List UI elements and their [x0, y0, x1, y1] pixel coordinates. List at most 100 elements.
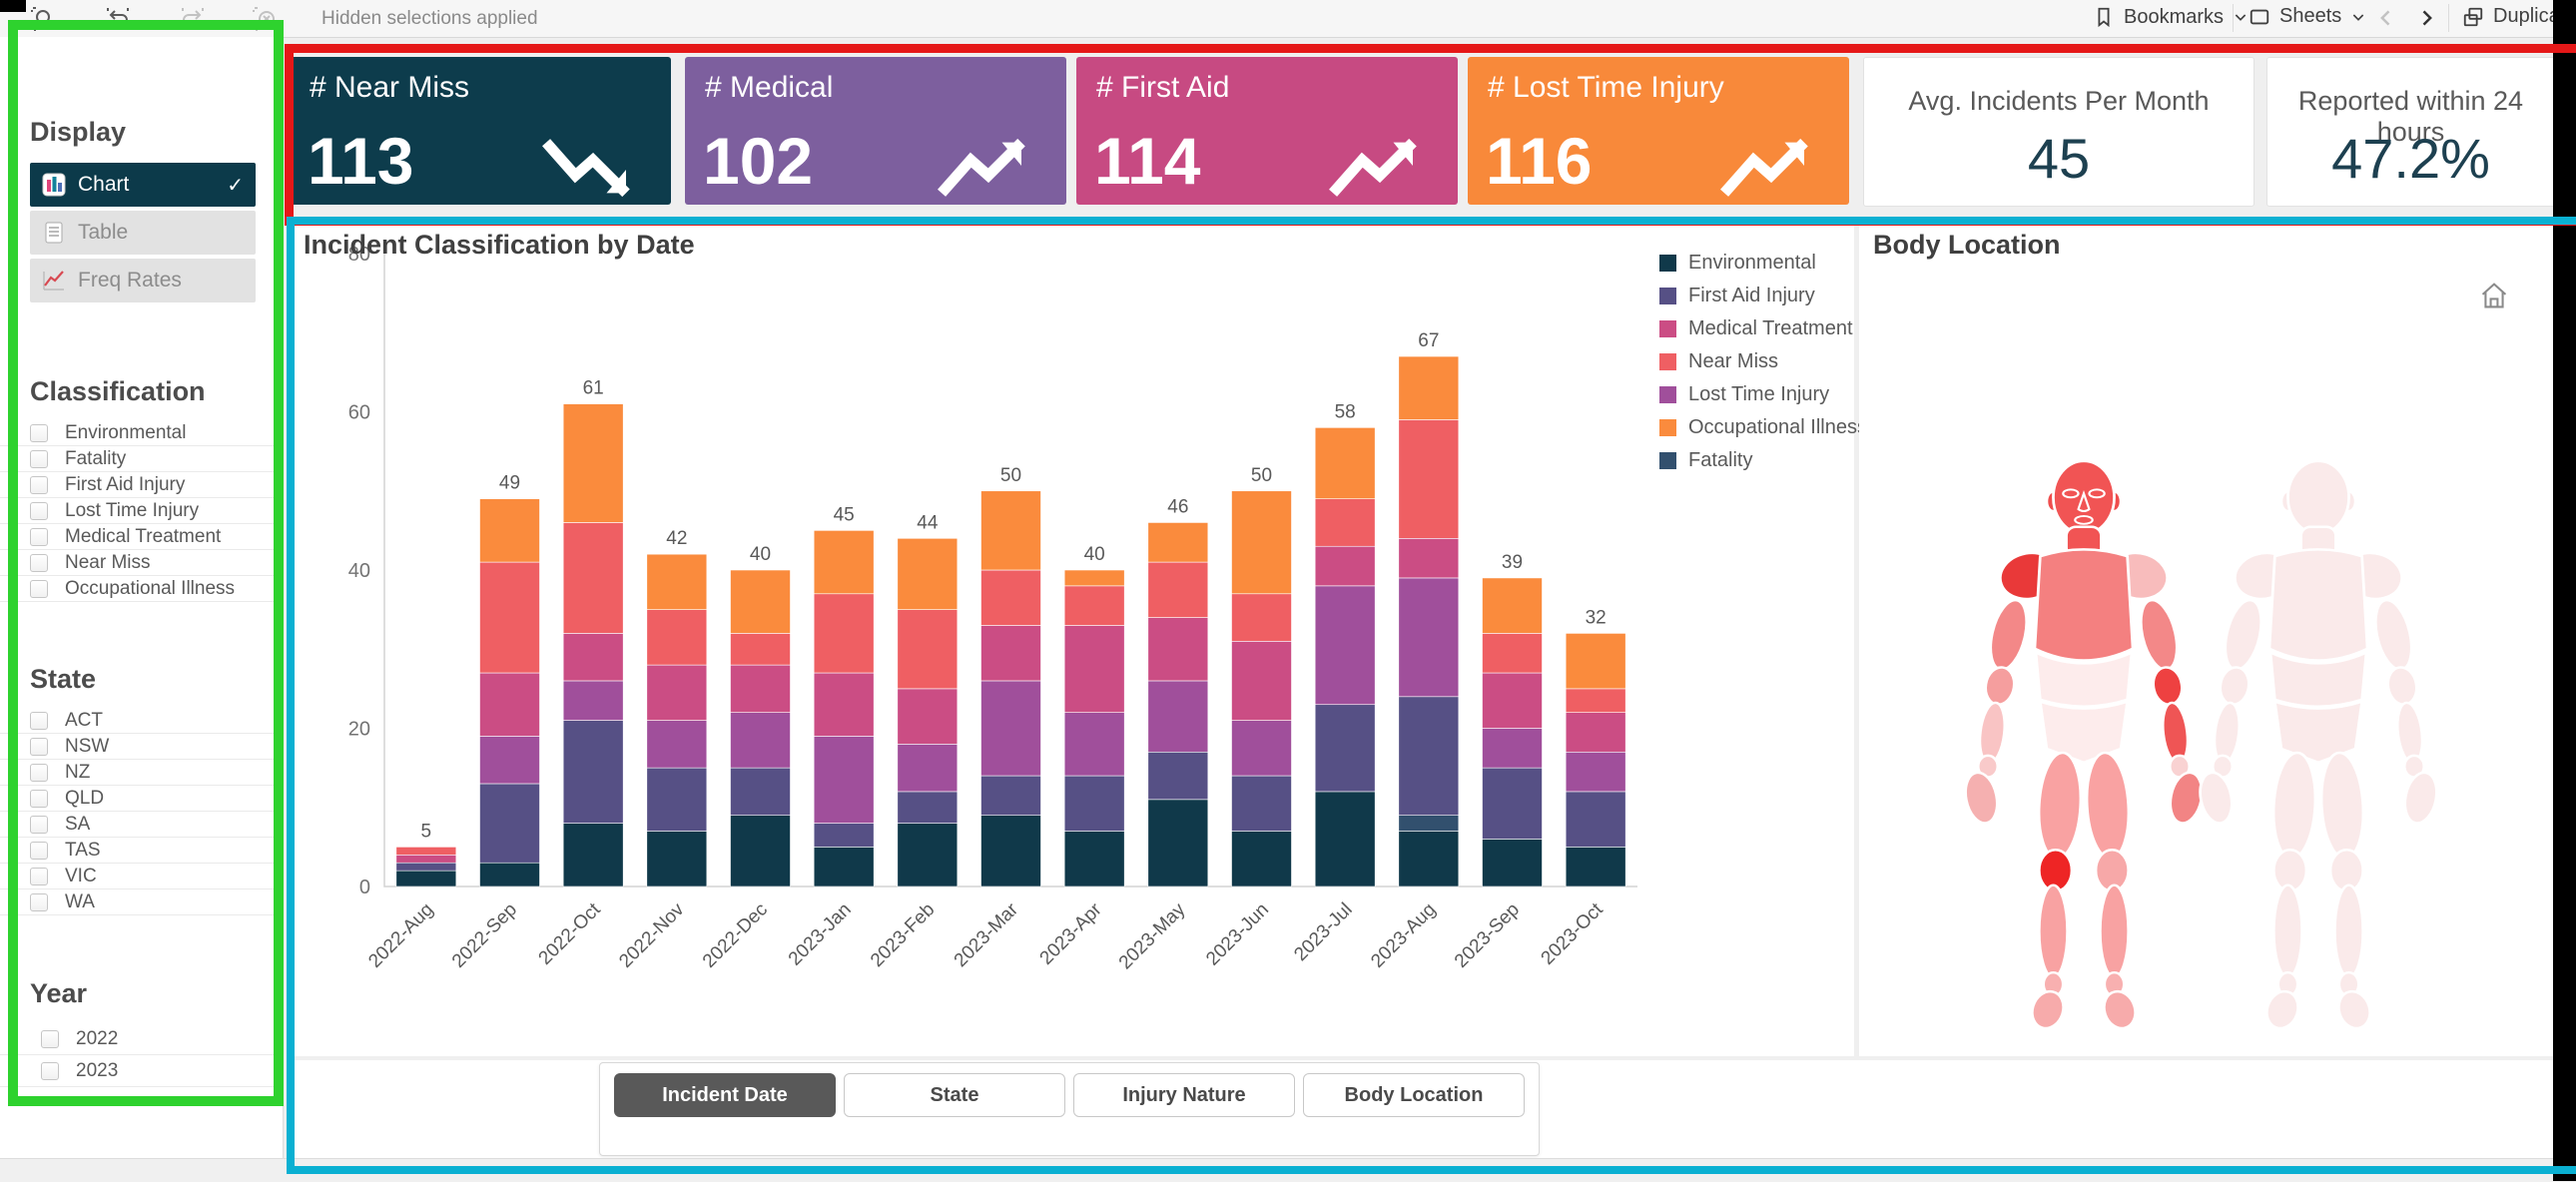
list-item[interactable]: TAS — [0, 838, 283, 864]
body-region-elbow_left[interactable] — [2218, 666, 2252, 707]
body-region-chest[interactable] — [2267, 548, 2369, 662]
dimension-button-incident-date[interactable]: Incident Date — [614, 1073, 836, 1117]
bar-segment-first-aid-injury[interactable] — [1565, 791, 1626, 848]
checkbox[interactable] — [30, 867, 48, 886]
body-region-hand_left[interactable] — [1964, 771, 2001, 826]
body-region-foot_right[interactable] — [2334, 988, 2374, 1031]
list-item[interactable]: ACT — [0, 708, 283, 734]
legend-item-fatality[interactable]: Fatality — [1659, 449, 1867, 472]
bar-segment-lost-time-injury[interactable] — [813, 736, 875, 824]
body-region-forearm_right[interactable] — [2394, 701, 2425, 765]
checkbox[interactable] — [30, 501, 48, 520]
bar-segment-near-miss[interactable] — [562, 522, 624, 634]
legend-item-lost-time-injury[interactable]: Lost Time Injury — [1659, 383, 1867, 406]
bar-segment-medical-treatment[interactable] — [1063, 625, 1125, 713]
prev-sheet-icon[interactable] — [2376, 8, 2396, 28]
bar-segment-lost-time-injury[interactable] — [1147, 680, 1209, 753]
body-region-head[interactable] — [2286, 459, 2350, 535]
bar-segment-environmental[interactable] — [1147, 799, 1209, 887]
list-item[interactable]: Occupational Illness — [0, 576, 283, 602]
bar-segment-lost-time-injury[interactable] — [730, 712, 791, 769]
checkbox[interactable] — [30, 579, 48, 598]
bar-segment-medical-treatment[interactable] — [1398, 537, 1460, 579]
body-region-thigh_right[interactable] — [2318, 751, 2366, 861]
bar-segment-lost-time-injury[interactable] — [1482, 728, 1543, 769]
bar-segment-near-miss[interactable] — [1314, 498, 1376, 547]
checkbox[interactable] — [30, 423, 48, 442]
body-region-chest[interactable] — [2033, 548, 2135, 662]
bar-segment-near-miss[interactable] — [395, 847, 457, 856]
checkbox[interactable] — [41, 1029, 59, 1048]
bar-segment-lost-time-injury[interactable] — [646, 720, 708, 769]
bar-segment-environmental[interactable] — [646, 831, 708, 887]
dimension-button-injury-nature[interactable]: Injury Nature — [1073, 1073, 1295, 1117]
bar-segment-fatality[interactable] — [1398, 815, 1460, 832]
list-item[interactable]: Environmental — [0, 420, 283, 446]
checkbox[interactable] — [30, 892, 48, 911]
body-region-abdomen[interactable] — [2034, 650, 2134, 708]
body-map-front[interactable] — [1964, 454, 2204, 1043]
bar-segment-medical-treatment[interactable] — [562, 633, 624, 682]
body-region-upper_arm_right[interactable] — [2369, 597, 2417, 672]
checkbox[interactable] — [30, 789, 48, 808]
dimension-button-state[interactable]: State — [844, 1073, 1065, 1117]
list-item[interactable]: QLD — [0, 786, 283, 812]
checkbox[interactable] — [30, 763, 48, 782]
bar-segment-first-aid-injury[interactable] — [897, 791, 959, 824]
bar-segment-environmental[interactable] — [1314, 791, 1376, 887]
bar-segment-near-miss[interactable] — [646, 609, 708, 666]
bar-segment-medical-treatment[interactable] — [646, 664, 708, 721]
bar-segment-first-aid-injury[interactable] — [1147, 751, 1209, 801]
checkbox[interactable] — [41, 1061, 59, 1080]
bar-segment-medical-treatment[interactable] — [1314, 545, 1376, 587]
body-region-forearm_right[interactable] — [2160, 701, 2191, 765]
kpi-card-lost-time-injury[interactable]: # Lost Time Injury 116 — [1468, 57, 1849, 205]
redo-icon[interactable] — [180, 6, 206, 32]
body-region-upper_arm_left[interactable] — [1985, 597, 2033, 672]
bar-segment-occupational-illness[interactable] — [1231, 490, 1292, 595]
bar-segment-medical-treatment[interactable] — [1565, 712, 1626, 753]
list-item[interactable]: WA — [0, 889, 283, 915]
kpi-card-avg-incidents-per-month[interactable]: Avg. Incidents Per Month 45 — [1863, 57, 2254, 207]
body-region-shin_left[interactable] — [2037, 884, 2069, 979]
list-item[interactable]: Medical Treatment — [0, 524, 283, 550]
bar-segment-first-aid-injury[interactable] — [1314, 704, 1376, 793]
body-region-elbow_left[interactable] — [1983, 666, 2017, 707]
legend-item-near-miss[interactable]: Near Miss — [1659, 350, 1867, 373]
bar-segment-near-miss[interactable] — [813, 593, 875, 674]
bar-segment-environmental[interactable] — [980, 815, 1041, 887]
bar-segment-first-aid-injury[interactable] — [813, 823, 875, 848]
bar-segment-lost-time-injury[interactable] — [1231, 720, 1292, 777]
list-item[interactable]: SA — [0, 812, 283, 838]
body-region-hand_left[interactable] — [2199, 771, 2236, 826]
body-region-shin_right[interactable] — [2099, 884, 2131, 979]
body-region-shin_left[interactable] — [2271, 884, 2303, 979]
bar-segment-near-miss[interactable] — [897, 609, 959, 690]
bar-segment-environmental[interactable] — [730, 815, 791, 887]
dimension-button-body-location[interactable]: Body Location — [1303, 1073, 1525, 1117]
bar-segment-occupational-illness[interactable] — [813, 530, 875, 595]
display-option-table[interactable]: Table — [30, 211, 256, 255]
bar-segment-near-miss[interactable] — [1147, 561, 1209, 618]
body-region-foot_left[interactable] — [2262, 988, 2302, 1031]
bar-segment-occupational-illness[interactable] — [646, 553, 708, 610]
kpi-card-reported-within-24-hours[interactable]: Reported within 24 hours 47.2% — [2266, 57, 2555, 207]
bar-segment-first-aid-injury[interactable] — [646, 767, 708, 832]
list-item[interactable]: VIC — [0, 864, 283, 889]
bar-segment-occupational-illness[interactable] — [1147, 522, 1209, 563]
bar-segment-lost-time-injury[interactable] — [479, 736, 540, 785]
bar-segment-near-miss[interactable] — [1565, 688, 1626, 713]
bar-segment-near-miss[interactable] — [1482, 633, 1543, 674]
body-region-thigh_left[interactable] — [2036, 751, 2084, 861]
next-sheet-icon[interactable] — [2416, 8, 2436, 28]
bar-segment-environmental[interactable] — [1063, 831, 1125, 887]
bar-segment-near-miss[interactable] — [1063, 585, 1125, 626]
bar-segment-environmental[interactable] — [897, 823, 959, 887]
body-region-upper_arm_left[interactable] — [2220, 597, 2267, 672]
bar-segment-near-miss[interactable] — [980, 569, 1041, 626]
bar-segment-first-aid-injury[interactable] — [1063, 775, 1125, 832]
bar-segment-medical-treatment[interactable] — [1147, 617, 1209, 682]
checkbox[interactable] — [30, 711, 48, 730]
bar-segment-lost-time-injury[interactable] — [1565, 751, 1626, 793]
list-item[interactable]: Lost Time Injury — [0, 498, 283, 524]
